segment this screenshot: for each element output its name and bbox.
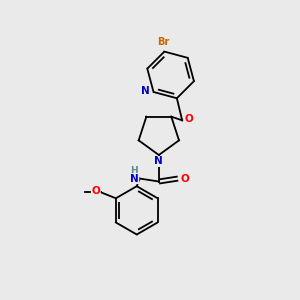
Text: N: N bbox=[141, 85, 150, 95]
Text: Br: Br bbox=[157, 37, 169, 47]
Text: O: O bbox=[184, 114, 193, 124]
Text: N: N bbox=[130, 174, 139, 184]
Text: H: H bbox=[130, 166, 138, 175]
Text: O: O bbox=[92, 186, 100, 196]
Text: N: N bbox=[154, 157, 163, 166]
Text: O: O bbox=[180, 174, 189, 184]
